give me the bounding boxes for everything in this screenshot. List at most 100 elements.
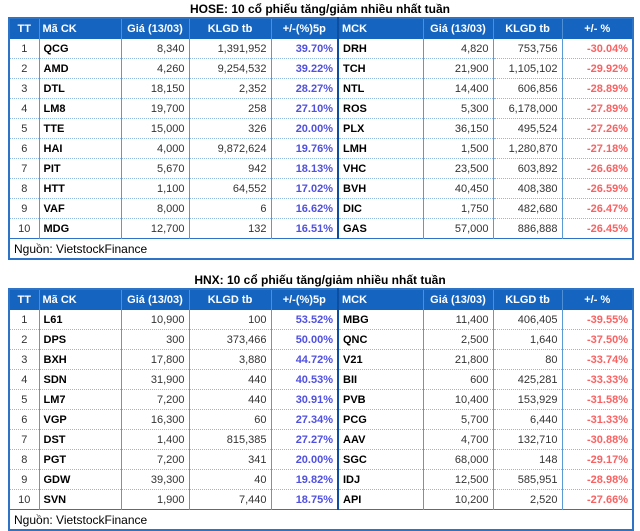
loser-price: 12,500 bbox=[422, 469, 493, 490]
gainer-price: 16,300 bbox=[120, 409, 189, 430]
table-row: 8 HTT 1,100 64,552 17.02% BVH 40,450 408… bbox=[9, 178, 633, 199]
gainer-price: 1,400 bbox=[120, 429, 189, 450]
table-row: 1 L61 10,900 100 53.52% MBG 11,400 406,4… bbox=[9, 310, 633, 330]
loser-ticker: QNC bbox=[337, 329, 423, 350]
column-header-klgd: KLGD tb bbox=[188, 289, 271, 310]
gainer-volume: 6 bbox=[188, 198, 271, 219]
loser-price: 11,400 bbox=[422, 310, 493, 330]
column-header-klgd: KLGD tb bbox=[188, 18, 271, 39]
gainer-percent: 20.00% bbox=[270, 449, 338, 470]
hose-table-section: HOSE: 10 cổ phiếu tăng/giảm nhiều nhất t… bbox=[0, 2, 640, 260]
loser-price: 4,820 bbox=[422, 39, 493, 59]
column-header-ma-ck: Mã CK bbox=[38, 18, 121, 39]
column-header-pct5p: +/-(%)5p bbox=[270, 289, 338, 310]
loser-volume: 2,520 bbox=[492, 489, 562, 510]
table-row: 3 DTL 18,150 2,352 28.27% NTL 14,400 606… bbox=[9, 78, 633, 99]
hnx-header-row: TT Mã CK Giá (13/03) KLGD tb +/-(%)5p MC… bbox=[9, 289, 633, 310]
gainer-price: 1,900 bbox=[120, 489, 189, 510]
column-header-gia-2: Giá (13/03) bbox=[422, 289, 493, 310]
gainer-volume: 341 bbox=[188, 449, 271, 470]
loser-volume: 482,680 bbox=[492, 198, 562, 219]
row-rank: 1 bbox=[9, 310, 39, 330]
column-header-klgd-2: KLGD tb bbox=[492, 18, 562, 39]
gainer-price: 300 bbox=[120, 329, 189, 350]
row-rank: 3 bbox=[9, 349, 39, 370]
gainer-ticker: PGT bbox=[38, 449, 121, 470]
loser-price: 4,700 bbox=[422, 429, 493, 450]
gainer-percent: 27.34% bbox=[270, 409, 338, 430]
loser-price: 1,500 bbox=[422, 138, 493, 159]
column-header-tt: TT bbox=[9, 289, 39, 310]
gainer-volume: 9,254,532 bbox=[188, 58, 271, 79]
gainer-percent: 19.76% bbox=[270, 138, 338, 159]
column-header-mck: MCK bbox=[337, 18, 423, 39]
loser-percent: -30.04% bbox=[561, 39, 633, 59]
loser-percent: -26.59% bbox=[561, 178, 633, 199]
loser-price: 5,700 bbox=[422, 409, 493, 430]
column-header-gia-2: Giá (13/03) bbox=[422, 18, 493, 39]
gainer-percent: 40.53% bbox=[270, 369, 338, 390]
gainer-ticker: BXH bbox=[38, 349, 121, 370]
loser-ticker: PLX bbox=[337, 118, 423, 139]
loser-price: 36,150 bbox=[422, 118, 493, 139]
table-row: 4 LM8 19,700 258 27.10% ROS 5,300 6,178,… bbox=[9, 98, 633, 119]
loser-ticker: V21 bbox=[337, 349, 423, 370]
gainer-ticker: L61 bbox=[38, 310, 121, 330]
gainer-percent: 18.13% bbox=[270, 158, 338, 179]
column-header-pct5p: +/-(%)5p bbox=[270, 18, 338, 39]
loser-volume: 1,280,870 bbox=[492, 138, 562, 159]
table-row: 8 PGT 7,200 341 20.00% SGC 68,000 148 -2… bbox=[9, 449, 633, 470]
hnx-table-section: HNX: 10 cổ phiếu tăng/giảm nhiều nhất tu… bbox=[0, 273, 640, 531]
row-rank: 4 bbox=[9, 369, 39, 390]
loser-percent: -27.89% bbox=[561, 98, 633, 119]
gainer-volume: 3,880 bbox=[188, 349, 271, 370]
loser-volume: 606,856 bbox=[492, 78, 562, 99]
hose-source-label: Nguồn: VietstockFinance bbox=[9, 238, 633, 259]
gainer-ticker: DST bbox=[38, 429, 121, 450]
loser-volume: 753,756 bbox=[492, 39, 562, 59]
gainer-price: 7,200 bbox=[120, 449, 189, 470]
gainer-price: 19,700 bbox=[120, 98, 189, 119]
loser-price: 40,450 bbox=[422, 178, 493, 199]
row-rank: 3 bbox=[9, 78, 39, 99]
gainer-price: 8,000 bbox=[120, 198, 189, 219]
gainer-price: 17,800 bbox=[120, 349, 189, 370]
gainer-price: 4,000 bbox=[120, 138, 189, 159]
loser-volume: 408,380 bbox=[492, 178, 562, 199]
loser-ticker: LMH bbox=[337, 138, 423, 159]
column-header-pct: +/- % bbox=[561, 289, 633, 310]
gainer-percent: 30.91% bbox=[270, 389, 338, 410]
row-rank: 9 bbox=[9, 198, 39, 219]
loser-price: 10,400 bbox=[422, 389, 493, 410]
loser-price: 21,900 bbox=[422, 58, 493, 79]
column-header-tt: TT bbox=[9, 18, 39, 39]
loser-percent: -28.98% bbox=[561, 469, 633, 490]
loser-percent: -26.68% bbox=[561, 158, 633, 179]
gainer-volume: 2,352 bbox=[188, 78, 271, 99]
column-header-mck: MCK bbox=[337, 289, 423, 310]
loser-volume: 886,888 bbox=[492, 218, 562, 239]
loser-percent: -29.92% bbox=[561, 58, 633, 79]
gainer-percent: 27.27% bbox=[270, 429, 338, 450]
gainer-price: 4,260 bbox=[120, 58, 189, 79]
gainer-percent: 27.10% bbox=[270, 98, 338, 119]
gainer-volume: 60 bbox=[188, 409, 271, 430]
gainer-ticker: MDG bbox=[38, 218, 121, 239]
loser-price: 1,750 bbox=[422, 198, 493, 219]
loser-price: 14,400 bbox=[422, 78, 493, 99]
loser-price: 10,200 bbox=[422, 489, 493, 510]
loser-ticker: TCH bbox=[337, 58, 423, 79]
loser-volume: 153,929 bbox=[492, 389, 562, 410]
row-rank: 2 bbox=[9, 58, 39, 79]
loser-ticker: PVB bbox=[337, 389, 423, 410]
row-rank: 4 bbox=[9, 98, 39, 119]
table-row: 3 BXH 17,800 3,880 44.72% V21 21,800 80 … bbox=[9, 349, 633, 370]
loser-volume: 1,640 bbox=[492, 329, 562, 350]
loser-volume: 425,281 bbox=[492, 369, 562, 390]
row-rank: 10 bbox=[9, 218, 39, 239]
gainer-price: 18,150 bbox=[120, 78, 189, 99]
loser-price: 5,300 bbox=[422, 98, 493, 119]
loser-ticker: PCG bbox=[337, 409, 423, 430]
row-rank: 7 bbox=[9, 158, 39, 179]
gainer-volume: 64,552 bbox=[188, 178, 271, 199]
